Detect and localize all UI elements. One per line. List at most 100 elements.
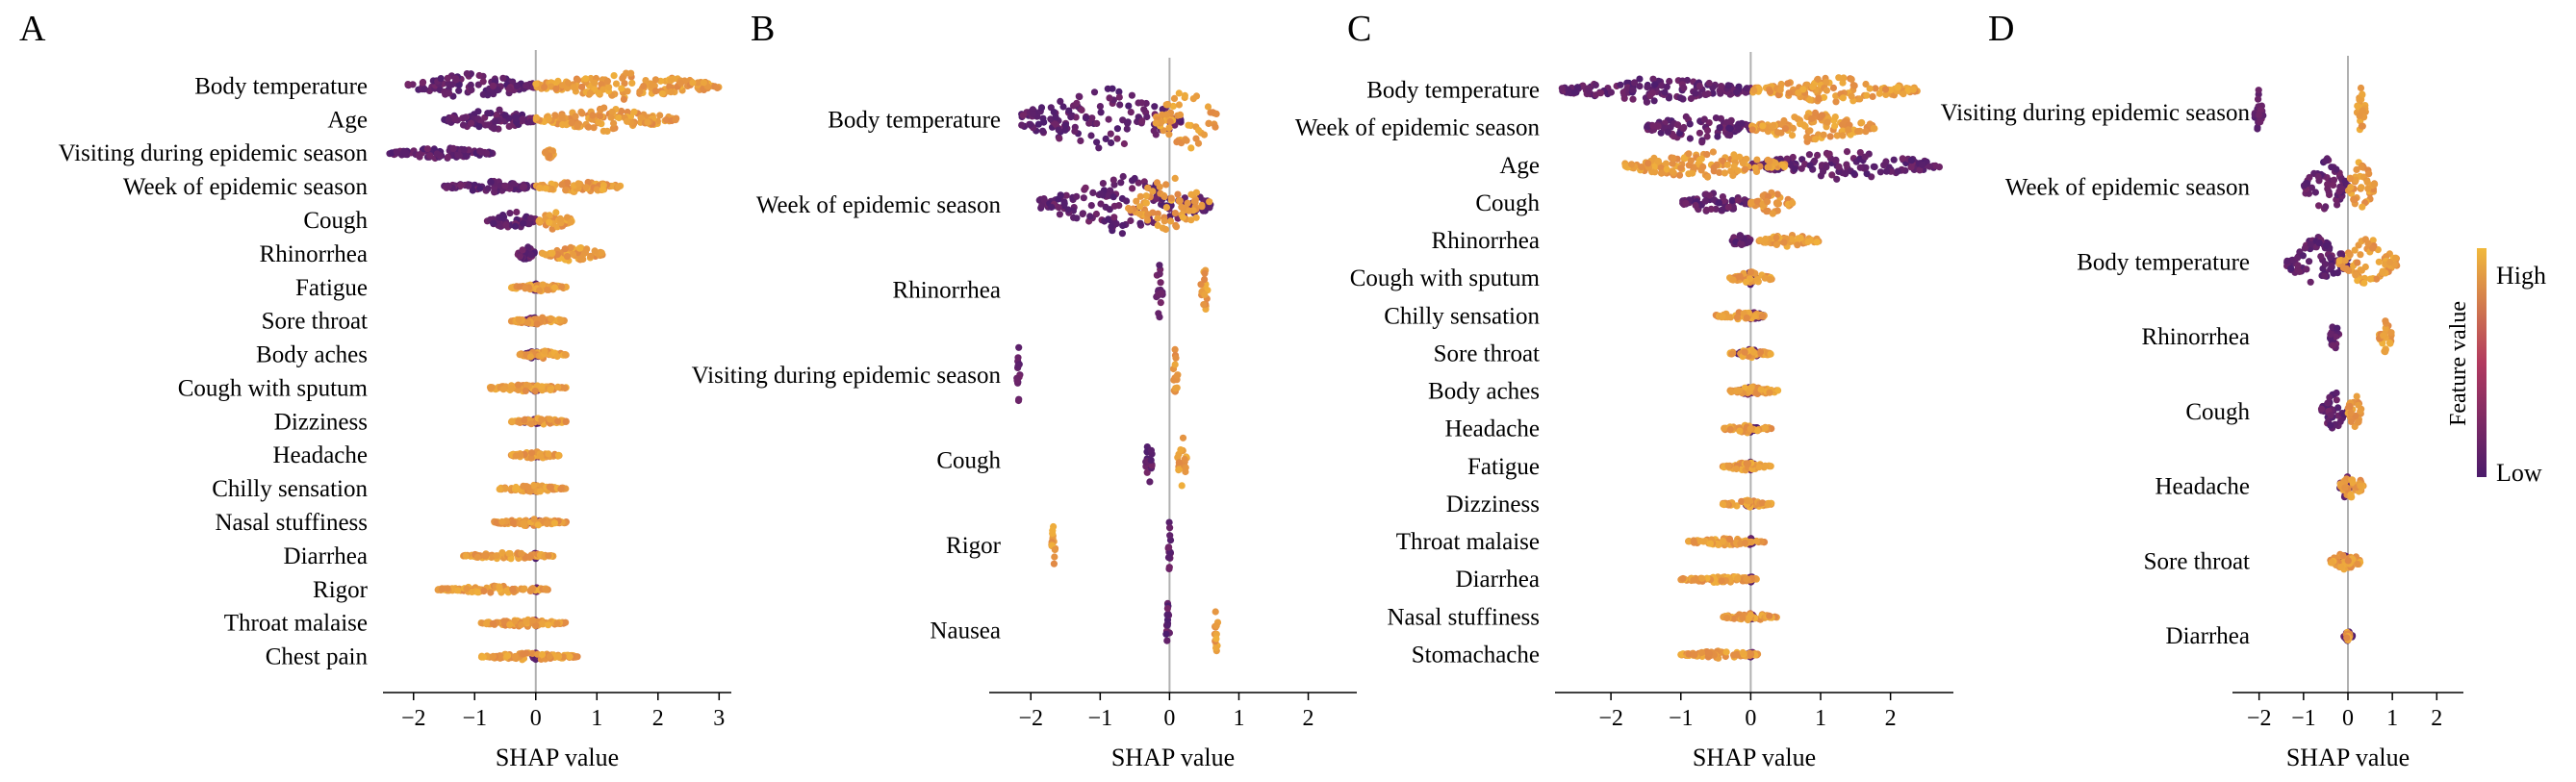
shap-point [1014, 396, 1023, 405]
shap-point [1072, 114, 1080, 121]
shap-point [667, 77, 675, 85]
shap-point [1698, 139, 1706, 146]
shap-point [624, 117, 631, 125]
feature-label: Sore throat [1434, 341, 1540, 366]
shap-point [1067, 114, 1075, 121]
shap-point [1082, 114, 1090, 122]
feature-row: Cough [303, 208, 575, 234]
feature-row: Body temperature [2077, 234, 2401, 287]
shap-point [2287, 265, 2295, 272]
shap-point [1701, 90, 1709, 98]
shap-point [558, 283, 566, 290]
shap-point [558, 82, 567, 89]
shap-point [563, 253, 572, 261]
shap-point [535, 287, 544, 294]
shap-point [497, 653, 504, 661]
shap-point [518, 620, 525, 629]
shap-point [2333, 396, 2340, 404]
shap-point [1166, 524, 1174, 532]
shap-point [1629, 95, 1637, 103]
shap-point [539, 314, 547, 321]
feature-label: Body temperature [828, 107, 1001, 133]
shap-point [574, 123, 581, 131]
shap-point [569, 250, 577, 259]
shap-point [1812, 136, 1820, 143]
shap-point [597, 113, 604, 120]
shap-point [444, 153, 451, 162]
shap-point [630, 108, 638, 115]
shap-point [1804, 238, 1812, 245]
shap-point [1027, 120, 1034, 128]
shap-point [1849, 82, 1857, 89]
shap-point [437, 75, 445, 83]
feature-label: Sore throat [262, 309, 368, 335]
shap-point [538, 416, 546, 423]
shap-point [1136, 219, 1144, 227]
shap-point [1064, 206, 1072, 214]
shap-point [1649, 122, 1657, 130]
shap-point [1894, 84, 1901, 91]
shap-point [546, 652, 553, 661]
shap-point [1165, 131, 1173, 139]
shap-point [1150, 127, 1158, 135]
feature-label: Age [1499, 153, 1540, 179]
shap-point [1703, 151, 1711, 159]
shap-point [1571, 88, 1579, 96]
shap-point [1175, 459, 1183, 467]
shap-point [1015, 343, 1023, 351]
shap-point [479, 653, 487, 661]
shap-point [561, 245, 569, 253]
shap-point [523, 82, 530, 89]
shap-point [461, 114, 469, 122]
shap-point [591, 247, 599, 255]
shap-point [1646, 91, 1654, 100]
feature-label: Nausea [930, 618, 1001, 644]
shap-point [1747, 268, 1754, 276]
shap-point [521, 416, 528, 424]
shap-point [667, 88, 675, 96]
shap-point [572, 113, 579, 120]
x-tick-label: 0 [1745, 706, 1756, 731]
shap-point [1169, 102, 1177, 110]
shap-point [1690, 539, 1698, 546]
shap-point [499, 386, 507, 393]
shap-point [547, 386, 554, 393]
shap-point [426, 152, 434, 160]
shap-point [1184, 199, 1191, 207]
shap-point [1677, 164, 1685, 172]
x-axis-label: SHAP value [496, 744, 619, 771]
shap-point [528, 449, 536, 457]
shap-point [516, 253, 524, 261]
shap-point [444, 74, 451, 82]
shap-point [1201, 290, 1209, 298]
shap-point [1774, 200, 1782, 208]
feature-row: Cough [1475, 189, 1797, 217]
shap-point [522, 387, 529, 394]
feature-label: Dizziness [1446, 492, 1540, 517]
shap-point [1712, 114, 1720, 122]
feature-row: Rhinorrhea [893, 262, 1211, 321]
shap-point [553, 619, 561, 627]
shap-point [554, 383, 562, 391]
shap-point [2380, 332, 2387, 340]
feature-label: Body temperature [1366, 78, 1540, 104]
shap-point [1037, 104, 1046, 112]
shap-point [1733, 387, 1741, 395]
shap-point [1685, 150, 1693, 158]
shap-point [490, 189, 498, 196]
shap-point [2355, 401, 2362, 409]
shap-point [1095, 144, 1103, 152]
shap-point [591, 79, 599, 87]
shap-point [546, 483, 553, 491]
shap-point [1789, 199, 1797, 207]
shap-point [484, 110, 492, 117]
shap-point [2366, 275, 2374, 283]
feature-label: Cough [2185, 399, 2250, 425]
shap-point [502, 221, 510, 229]
shap-point [493, 111, 500, 119]
shap-point [516, 351, 523, 359]
shap-point [1726, 425, 1734, 433]
shap-point [1692, 201, 1699, 210]
